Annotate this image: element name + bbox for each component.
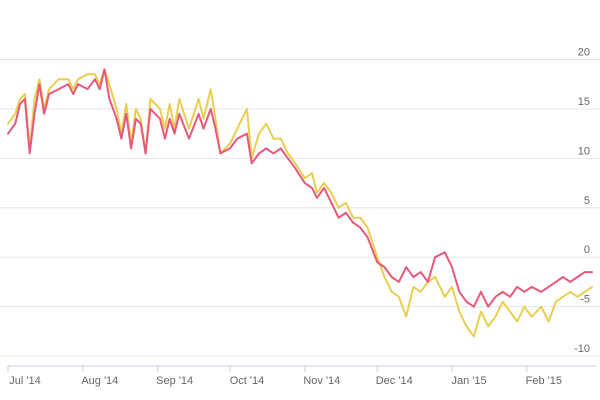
x-tick-label: Dec '14 <box>376 375 413 387</box>
x-tick-label: Nov '14 <box>303 375 340 387</box>
y-tick-label: 15 <box>578 96 590 108</box>
y-tick-label: 10 <box>578 145 590 157</box>
series-line-1 <box>7 68 593 308</box>
y-axis: 20 15 10 5 0 -5 -10 <box>574 46 590 355</box>
x-tick-label: Oct '14 <box>230 375 265 387</box>
y-tick-label: 0 <box>584 244 590 256</box>
x-tick-label: Jan '15 <box>451 375 486 387</box>
x-tick-label: Aug '14 <box>81 375 118 387</box>
y-tick-label: 5 <box>584 195 590 207</box>
x-axis: Jul '14 Aug '14 Sep '14 Oct '14 Nov '14 Dec '… <box>7 366 562 387</box>
x-tick-label: Sep '14 <box>156 375 193 387</box>
series-line-2 <box>7 68 593 338</box>
y-tick-label: 20 <box>578 46 590 58</box>
y-tick-label: -10 <box>574 343 590 355</box>
gridlines <box>0 58 600 357</box>
series-group <box>7 68 593 338</box>
x-tick-label: Jul '14 <box>9 375 40 387</box>
y-tick-label: -5 <box>580 294 590 306</box>
x-tick-label: Feb '15 <box>526 375 562 387</box>
